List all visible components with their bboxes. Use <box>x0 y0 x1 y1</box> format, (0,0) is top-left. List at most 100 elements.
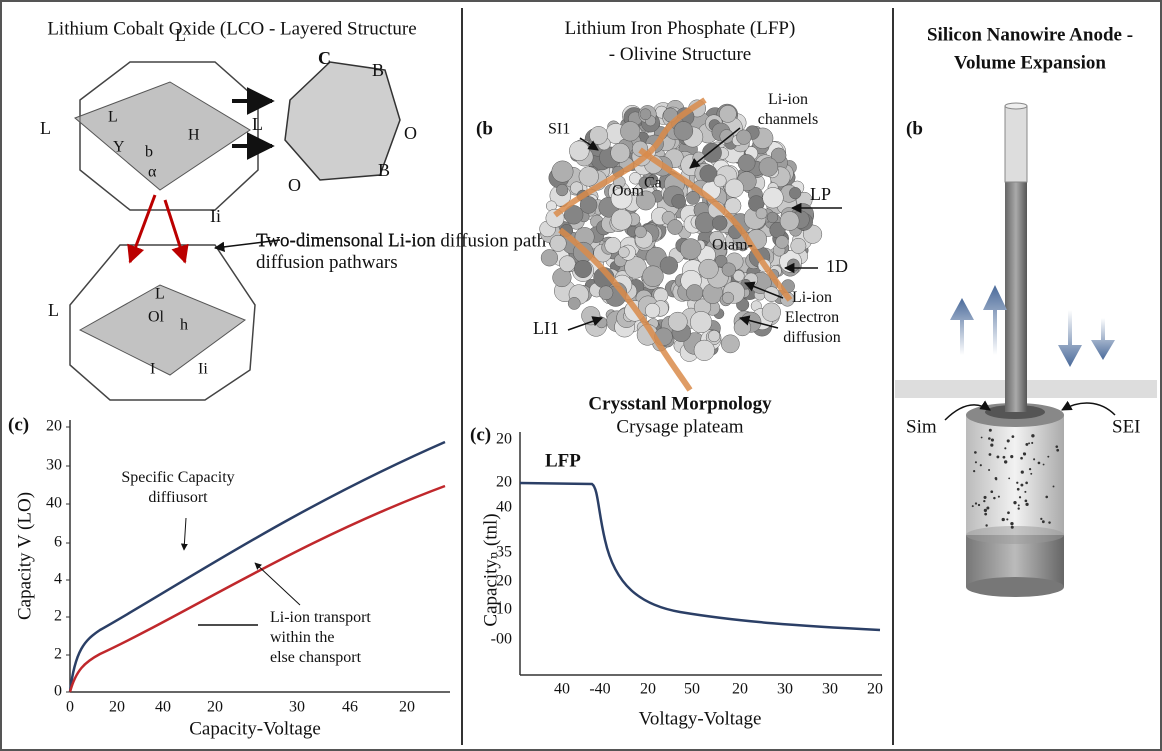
dot <box>984 513 987 516</box>
y-tick-label: 30 <box>46 457 62 474</box>
y-tick-label: 20 <box>496 431 512 448</box>
dot <box>1024 491 1026 493</box>
caption: Crysstanl Morpnology <box>588 393 772 414</box>
panel-label: (b <box>906 118 923 139</box>
particle <box>734 319 751 336</box>
particle <box>759 158 778 177</box>
dot <box>990 490 993 493</box>
dot <box>980 464 982 466</box>
particle <box>738 154 755 171</box>
particle <box>645 303 660 318</box>
particle <box>569 141 589 161</box>
particle <box>660 257 678 275</box>
dot <box>1006 518 1008 520</box>
x-tick-label: -40 <box>589 681 610 698</box>
dot <box>1018 504 1020 506</box>
dot <box>991 438 994 441</box>
particle <box>618 247 629 258</box>
particle <box>680 239 701 260</box>
dot <box>1012 435 1015 438</box>
particle <box>672 194 686 208</box>
dot <box>985 524 987 526</box>
dot <box>1007 511 1010 514</box>
particle <box>559 256 575 272</box>
y-tick-label: 2 <box>54 608 62 625</box>
x-tick-label: 30 <box>777 681 793 698</box>
particle <box>686 284 703 301</box>
dot <box>1025 500 1028 503</box>
label: Oıam- <box>712 237 753 254</box>
dot <box>1038 462 1041 465</box>
particle <box>708 330 720 342</box>
particle <box>552 161 573 182</box>
dot <box>989 453 992 456</box>
dot <box>1007 439 1010 442</box>
atom-label: L <box>48 300 59 320</box>
x-tick-label: 40 <box>155 699 171 716</box>
particle <box>579 167 599 187</box>
x-axis-label: Capacity-Voltage <box>189 718 321 739</box>
y-tick-label: 20 <box>496 573 512 590</box>
x-tick-label: 46 <box>342 699 358 716</box>
particle <box>635 226 647 238</box>
dot <box>1056 449 1059 452</box>
particle <box>667 220 682 235</box>
particle <box>702 143 721 162</box>
dot <box>1048 521 1050 523</box>
dot <box>1010 455 1013 458</box>
dot <box>972 505 974 507</box>
dot <box>1025 503 1028 506</box>
particle <box>721 335 739 353</box>
x-tick-label: 20 <box>867 681 883 698</box>
atom-label: L <box>252 114 263 134</box>
particle <box>599 286 613 300</box>
dot <box>973 470 975 472</box>
particle <box>611 209 632 230</box>
dot <box>983 500 985 502</box>
atom-label: B <box>372 60 384 80</box>
particle <box>722 263 736 277</box>
y-tick-label: 40 <box>46 495 62 512</box>
dot <box>1053 486 1055 488</box>
panel-label: (c) <box>8 414 29 435</box>
x-tick-label: 30 <box>289 699 305 716</box>
dot <box>1033 458 1035 460</box>
particle <box>611 143 630 162</box>
label: SI1 <box>548 121 570 138</box>
dot <box>975 502 977 504</box>
dot <box>1043 464 1045 466</box>
dot <box>1023 452 1026 455</box>
atom-label: L <box>40 118 51 138</box>
y-tick-label: 4 <box>54 571 62 588</box>
dot <box>1042 520 1045 523</box>
particle <box>690 311 711 332</box>
particle <box>787 259 799 271</box>
label: LI1 <box>533 318 559 338</box>
dot <box>1008 477 1010 479</box>
particle <box>699 259 719 279</box>
atom-label: O <box>404 123 417 143</box>
panel-title: Silicon Nanowire Anode - <box>927 24 1133 45</box>
atom-label: b <box>145 144 153 161</box>
particle <box>789 187 801 199</box>
x-tick-label: 20 <box>732 681 748 698</box>
dot <box>981 437 983 439</box>
y-axis-label: Capacity V (LO) <box>14 492 35 620</box>
dot <box>1010 522 1013 525</box>
x-tick-label: 20 <box>109 699 125 716</box>
particle <box>694 340 715 361</box>
dot <box>1011 526 1014 529</box>
label: Ca <box>644 175 662 192</box>
atom-label: L <box>175 25 186 45</box>
x-axis-label: Voltagy-Voltage <box>639 708 762 729</box>
particle <box>714 175 726 187</box>
atom-label: B <box>378 160 390 180</box>
atom-label: Ii <box>210 206 221 226</box>
series-label: LFP <box>545 450 581 471</box>
dot <box>1055 445 1058 448</box>
dot <box>1018 507 1020 509</box>
atom-label: L <box>155 286 165 303</box>
x-tick-label: 20 <box>207 699 223 716</box>
dot <box>1004 447 1006 449</box>
particle <box>712 216 727 231</box>
